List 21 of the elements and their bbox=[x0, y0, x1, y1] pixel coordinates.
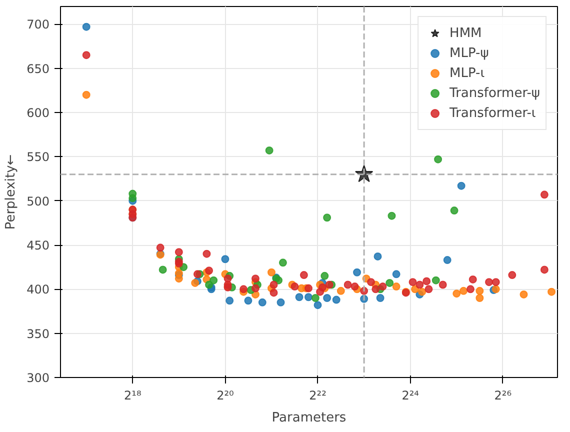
y-tick-label: 350 bbox=[26, 326, 50, 341]
x-tick-label: 2²⁰ bbox=[216, 388, 234, 402]
y-tick-label: 500 bbox=[26, 194, 50, 208]
legend-label: MLP-ι bbox=[450, 66, 485, 80]
y-tick-label: 300 bbox=[26, 371, 50, 385]
x-tick-label: 2²⁴ bbox=[402, 388, 420, 402]
y-tick-label: 600 bbox=[26, 106, 50, 120]
y-tick-label: 450 bbox=[26, 238, 50, 252]
y-tick-label: 550 bbox=[26, 150, 50, 164]
legend-label: Transformer-ψ bbox=[450, 86, 540, 100]
legend-label: HMM bbox=[450, 26, 482, 40]
y-axis-title: Perplexity← bbox=[4, 154, 19, 230]
legend-label: MLP-ψ bbox=[450, 46, 489, 60]
x-axis-title: Parameters bbox=[272, 410, 346, 426]
x-tick-label: 2²⁶ bbox=[494, 388, 512, 402]
x-tick-label: 2²² bbox=[309, 388, 327, 402]
legend-label: Transformer-ι bbox=[450, 106, 536, 120]
y-tick-label: 400 bbox=[26, 282, 50, 297]
y-tick-label: 650 bbox=[26, 62, 50, 76]
y-tick-label: 700 bbox=[26, 18, 50, 32]
x-tick-label: 2¹⁸ bbox=[124, 388, 142, 402]
